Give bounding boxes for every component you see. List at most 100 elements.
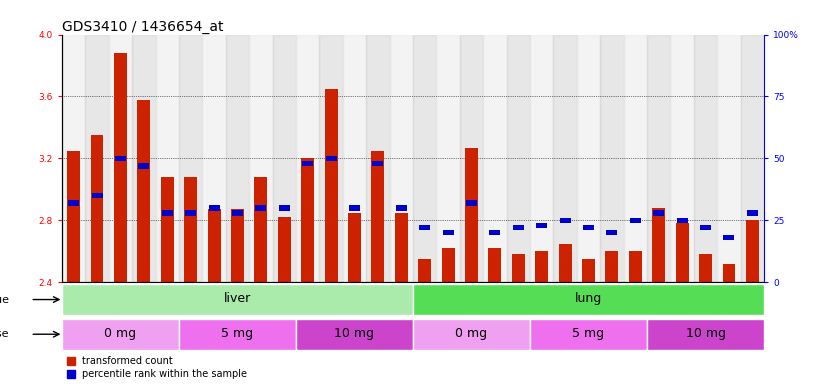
Bar <box>747 210 757 215</box>
Bar <box>325 156 336 161</box>
Bar <box>114 53 127 282</box>
Bar <box>583 225 594 230</box>
Bar <box>184 177 197 282</box>
Bar <box>582 259 595 282</box>
Bar <box>279 205 290 211</box>
Bar <box>69 200 79 206</box>
Bar <box>366 35 390 282</box>
Bar <box>320 35 343 282</box>
Bar <box>699 254 712 282</box>
Bar <box>185 210 196 215</box>
Bar <box>653 210 664 215</box>
Bar <box>91 135 103 282</box>
Bar <box>553 35 577 282</box>
Bar <box>694 35 717 282</box>
Text: 10 mg: 10 mg <box>686 327 725 340</box>
Bar <box>671 35 694 282</box>
Bar <box>436 35 460 282</box>
Bar <box>139 163 150 169</box>
Bar <box>390 35 413 282</box>
Bar <box>442 248 454 282</box>
Bar <box>209 205 220 211</box>
Text: lung: lung <box>575 292 602 305</box>
Bar <box>647 319 764 350</box>
Bar <box>137 99 150 282</box>
Text: liver: liver <box>224 292 251 305</box>
Bar <box>724 235 734 240</box>
Bar <box>560 218 571 223</box>
Bar <box>372 151 384 282</box>
Bar <box>676 218 687 223</box>
Bar <box>301 158 314 282</box>
Bar <box>115 156 126 161</box>
Text: tissue: tissue <box>0 295 9 305</box>
Bar <box>302 161 313 166</box>
Text: 5 mg: 5 mg <box>221 327 254 340</box>
Bar <box>155 35 179 282</box>
Bar <box>601 35 624 282</box>
Bar <box>85 35 109 282</box>
Bar <box>466 200 477 206</box>
Bar <box>92 193 102 198</box>
Text: 10 mg: 10 mg <box>335 327 374 340</box>
Bar <box>231 209 244 282</box>
Bar <box>202 35 225 282</box>
Bar <box>723 264 735 282</box>
Text: 0 mg: 0 mg <box>104 327 136 340</box>
Bar <box>530 35 553 282</box>
Bar <box>249 35 273 282</box>
Bar <box>490 230 501 235</box>
Bar <box>255 205 266 211</box>
Bar <box>653 208 665 282</box>
Bar <box>349 205 360 211</box>
Bar <box>513 225 524 230</box>
Bar <box>254 177 268 282</box>
Bar <box>488 248 501 282</box>
Text: dose: dose <box>0 329 9 339</box>
Bar <box>232 210 243 215</box>
Bar <box>161 177 173 282</box>
Bar <box>325 89 338 282</box>
Bar <box>179 319 296 350</box>
Bar <box>483 35 506 282</box>
Bar <box>179 35 202 282</box>
Bar <box>132 35 155 282</box>
Text: 5 mg: 5 mg <box>572 327 605 340</box>
Bar <box>605 251 619 282</box>
Bar <box>512 254 525 282</box>
Bar <box>606 230 617 235</box>
Bar <box>67 151 80 282</box>
Bar <box>62 35 85 282</box>
Bar <box>700 225 711 230</box>
Bar <box>741 35 764 282</box>
Bar <box>558 243 572 282</box>
Bar <box>207 209 221 282</box>
Bar <box>530 319 647 350</box>
Bar <box>413 319 530 350</box>
Bar <box>536 222 547 228</box>
Bar <box>413 284 764 315</box>
Bar <box>109 35 132 282</box>
Text: GDS3410 / 1436654_at: GDS3410 / 1436654_at <box>62 20 224 33</box>
Bar <box>535 251 548 282</box>
Bar <box>418 259 431 282</box>
Bar <box>443 230 453 235</box>
Bar <box>296 319 413 350</box>
Bar <box>162 210 173 215</box>
Bar <box>62 319 179 350</box>
Bar <box>630 218 641 223</box>
Bar <box>395 213 408 282</box>
Bar <box>624 35 647 282</box>
Bar <box>278 217 291 282</box>
Bar <box>396 205 406 211</box>
Bar <box>460 35 483 282</box>
Bar <box>296 35 320 282</box>
Bar <box>717 35 741 282</box>
Bar <box>273 35 296 282</box>
Bar <box>413 35 436 282</box>
Bar <box>746 220 759 282</box>
Bar <box>420 225 430 230</box>
Bar <box>348 213 361 282</box>
Bar <box>577 35 601 282</box>
Bar <box>373 161 383 166</box>
